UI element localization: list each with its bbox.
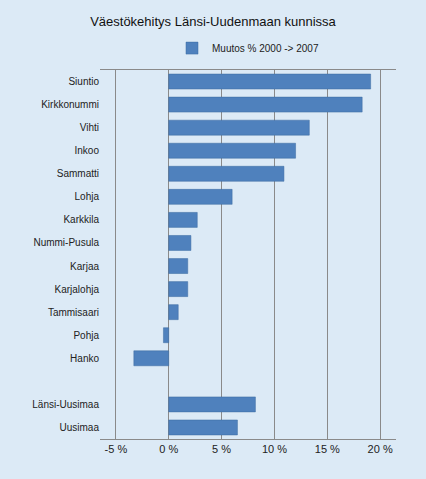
svg-text:Länsi-Uusimaa: Länsi-Uusimaa [32,399,99,410]
svg-text:Lohja: Lohja [75,191,100,202]
svg-text:10 %: 10 % [262,443,287,455]
svg-text:Muutos % 2000 -> 2007: Muutos % 2000 -> 2007 [212,43,319,54]
svg-text:Uusimaa: Uusimaa [60,422,100,433]
svg-text:Karjalohja: Karjalohja [55,284,100,295]
svg-text:Väestökehitys Länsi-Uudenmaan: Väestökehitys Länsi-Uudenmaan kunnissa [90,14,336,29]
svg-text:Karjaa: Karjaa [70,261,99,272]
svg-text:Nummi-Pusula: Nummi-Pusula [33,237,99,248]
svg-text:Vihti: Vihti [80,122,99,133]
svg-text:Hanko: Hanko [70,353,99,364]
svg-text:Sammatti: Sammatti [57,168,99,179]
svg-text:Karkkila: Karkkila [63,214,99,225]
svg-text:Tammisaari: Tammisaari [48,307,99,318]
svg-text:Inkoo: Inkoo [75,145,100,156]
svg-text:-5 %: -5 % [105,443,128,455]
svg-text:Kirkkonummi: Kirkkonummi [41,99,99,110]
svg-text:0 %: 0 % [159,443,178,455]
svg-text:20 %: 20 % [368,443,393,455]
svg-text:Pohja: Pohja [73,330,99,341]
svg-text:Siuntio: Siuntio [68,76,99,87]
svg-text:5 %: 5 % [212,443,231,455]
svg-text:15 %: 15 % [315,443,340,455]
